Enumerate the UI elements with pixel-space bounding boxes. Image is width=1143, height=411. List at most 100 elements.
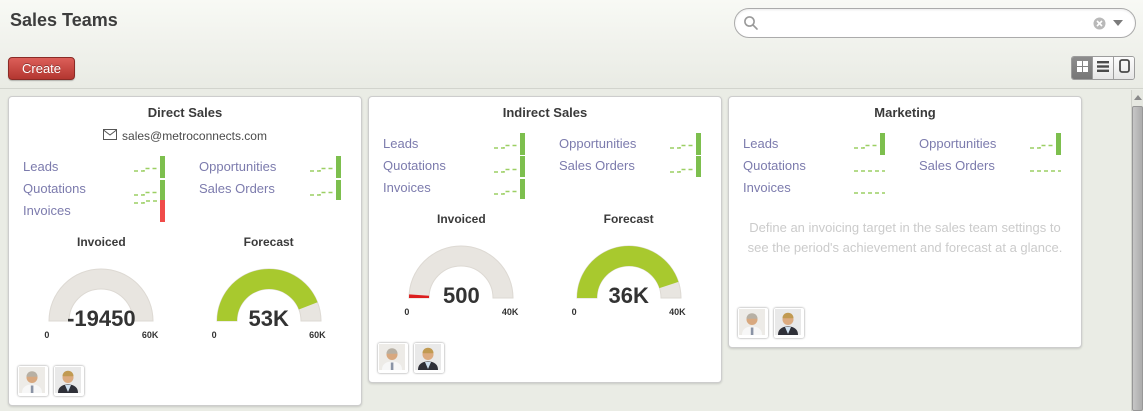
link-row-invoices: Invoices bbox=[23, 199, 171, 222]
sales-orders-link[interactable]: Sales Orders bbox=[199, 180, 275, 196]
link-row-quotations: Quotations bbox=[743, 154, 891, 176]
gauge-value: 53K bbox=[248, 306, 289, 331]
quotations-link[interactable]: Quotations bbox=[743, 157, 806, 173]
kanban-card-indirect-sales[interactable]: Indirect Sales Leads Opportunities Quota… bbox=[368, 96, 722, 383]
opportunities-link[interactable]: Opportunities bbox=[919, 135, 997, 151]
team-title: Marketing bbox=[874, 105, 936, 120]
form-view-button[interactable] bbox=[1114, 57, 1134, 79]
forecast-gauge-block: Forecast 36K 0 40K bbox=[554, 212, 704, 317]
leads-link[interactable]: Leads bbox=[383, 135, 419, 151]
forecast-gauge[interactable]: 36K 0 40K bbox=[564, 236, 694, 317]
gauge-min: 0 bbox=[211, 330, 217, 340]
clear-search-icon[interactable] bbox=[1093, 17, 1106, 30]
invoiced-gauge-block: Invoiced 500 0 40K bbox=[386, 212, 536, 317]
kanban-grid-icon bbox=[1076, 59, 1088, 77]
gauge-min: 0 bbox=[571, 307, 577, 317]
team-links: Leads Opportunities Quotations Sales Ord… bbox=[729, 132, 1081, 198]
link-row-sales-orders: Sales Orders bbox=[199, 177, 347, 200]
gauge-title: Forecast bbox=[603, 212, 654, 226]
list-view-button[interactable] bbox=[1093, 57, 1114, 79]
leads-link[interactable]: Leads bbox=[23, 158, 59, 174]
gauge-max: 40K bbox=[501, 307, 519, 317]
quotations-link[interactable]: Quotations bbox=[23, 180, 86, 196]
search-options-caret-icon[interactable] bbox=[1113, 20, 1123, 26]
search-input[interactable] bbox=[765, 14, 1093, 32]
form-page-icon bbox=[1118, 58, 1130, 78]
team-email-link[interactable]: sales@metroconnects.com bbox=[9, 129, 361, 143]
opportunities-sparkline bbox=[1027, 131, 1067, 155]
quotations-sparkline bbox=[851, 153, 891, 177]
opportunities-link[interactable]: Opportunities bbox=[559, 135, 637, 151]
member-avatar[interactable] bbox=[378, 343, 408, 373]
scroll-up-button[interactable] bbox=[1132, 90, 1143, 105]
member-avatar[interactable] bbox=[54, 366, 84, 396]
member-avatar[interactable] bbox=[738, 308, 768, 338]
forecast-gauge[interactable]: 53K 0 60K bbox=[204, 259, 334, 340]
sales-orders-link[interactable]: Sales Orders bbox=[559, 157, 635, 173]
link-row-leads: Leads bbox=[383, 132, 531, 155]
create-button[interactable]: Create bbox=[8, 57, 76, 80]
invoiced-gauge[interactable]: 500 0 40K bbox=[396, 236, 526, 317]
gauge-max: 60K bbox=[309, 330, 326, 340]
header-bar: Sales Teams Create bbox=[0, 0, 1143, 89]
invoicing-target-hint: Define an invoicing target in the sales … bbox=[747, 220, 1063, 256]
quotations-link[interactable]: Quotations bbox=[383, 157, 446, 173]
link-row-quotations: Quotations bbox=[383, 153, 531, 177]
view-switcher bbox=[1071, 56, 1135, 80]
gauge-max: 60K bbox=[141, 330, 159, 340]
member-avatar[interactable] bbox=[18, 366, 48, 396]
kanban-board: Direct Sales sales@metroconnects.com Lea… bbox=[0, 89, 1132, 411]
triangle-up-icon bbox=[1133, 95, 1142, 100]
team-links: Leads Opportunities Quotations Sales Ord… bbox=[9, 154, 361, 222]
team-email-text: sales@metroconnects.com bbox=[122, 129, 267, 143]
link-row-opportunities: Opportunities bbox=[919, 131, 1067, 155]
page-title: Sales Teams bbox=[10, 10, 118, 30]
team-gauges: Invoiced -19450 0 60K Forecast 53K 0 60K bbox=[9, 235, 361, 340]
gauge-value: 36K bbox=[608, 283, 649, 308]
team-gauges: Invoiced 500 0 40K Forecast 36K 0 40K bbox=[369, 212, 721, 317]
opportunities-link[interactable]: Opportunities bbox=[199, 158, 277, 174]
link-row-sales-orders: Sales Orders bbox=[559, 153, 707, 177]
kanban-card-direct-sales[interactable]: Direct Sales sales@metroconnects.com Lea… bbox=[8, 96, 362, 406]
leads-link[interactable]: Leads bbox=[743, 135, 779, 151]
vertical-scrollbar[interactable] bbox=[1131, 90, 1143, 411]
search-box[interactable] bbox=[734, 8, 1136, 38]
quotations-sparkline bbox=[491, 153, 531, 177]
link-row-opportunities: Opportunities bbox=[559, 131, 707, 155]
invoices-link[interactable]: Invoices bbox=[743, 179, 791, 195]
gauge-title: Invoiced bbox=[436, 212, 486, 226]
link-row-opportunities: Opportunities bbox=[199, 154, 347, 178]
invoiced-gauge[interactable]: -19450 0 60K bbox=[36, 259, 166, 340]
invoices-link[interactable]: Invoices bbox=[383, 179, 431, 195]
sales-orders-sparkline bbox=[1027, 153, 1067, 177]
kanban-view-button[interactable] bbox=[1072, 57, 1093, 79]
search-icon bbox=[743, 15, 759, 31]
gauge-range: 0 60K bbox=[204, 330, 334, 340]
member-avatar[interactable] bbox=[774, 308, 804, 338]
gauge-title: Invoiced bbox=[76, 235, 126, 249]
kanban-card-marketing[interactable]: Marketing Leads Opportunities Quotations… bbox=[728, 96, 1082, 348]
invoices-sparkline bbox=[851, 175, 891, 199]
forecast-gauge-block: Forecast 53K 0 60K bbox=[194, 235, 344, 340]
team-title: Direct Sales bbox=[147, 105, 223, 120]
invoices-link[interactable]: Invoices bbox=[23, 202, 71, 218]
gauge-range: 0 40K bbox=[396, 307, 526, 317]
quotations-sparkline bbox=[131, 176, 171, 200]
team-members bbox=[729, 308, 1081, 347]
link-row-leads: Leads bbox=[743, 132, 891, 155]
link-row-leads: Leads bbox=[23, 154, 171, 178]
leads-sparkline bbox=[131, 154, 171, 178]
gauge-min: 0 bbox=[404, 307, 410, 317]
member-avatar[interactable] bbox=[414, 343, 444, 373]
link-row-invoices: Invoices bbox=[383, 176, 531, 199]
gauge-value: 500 bbox=[442, 283, 480, 308]
opportunities-sparkline bbox=[307, 154, 347, 178]
sales-orders-link[interactable]: Sales Orders bbox=[919, 157, 995, 173]
link-row-invoices: Invoices bbox=[743, 176, 891, 198]
team-title: Indirect Sales bbox=[502, 105, 588, 120]
envelope-icon bbox=[103, 129, 118, 143]
gauge-range: 0 60K bbox=[36, 330, 166, 340]
sales-orders-sparkline bbox=[667, 153, 707, 177]
opportunities-sparkline bbox=[667, 131, 707, 155]
scrollbar-thumb[interactable] bbox=[1132, 106, 1143, 411]
